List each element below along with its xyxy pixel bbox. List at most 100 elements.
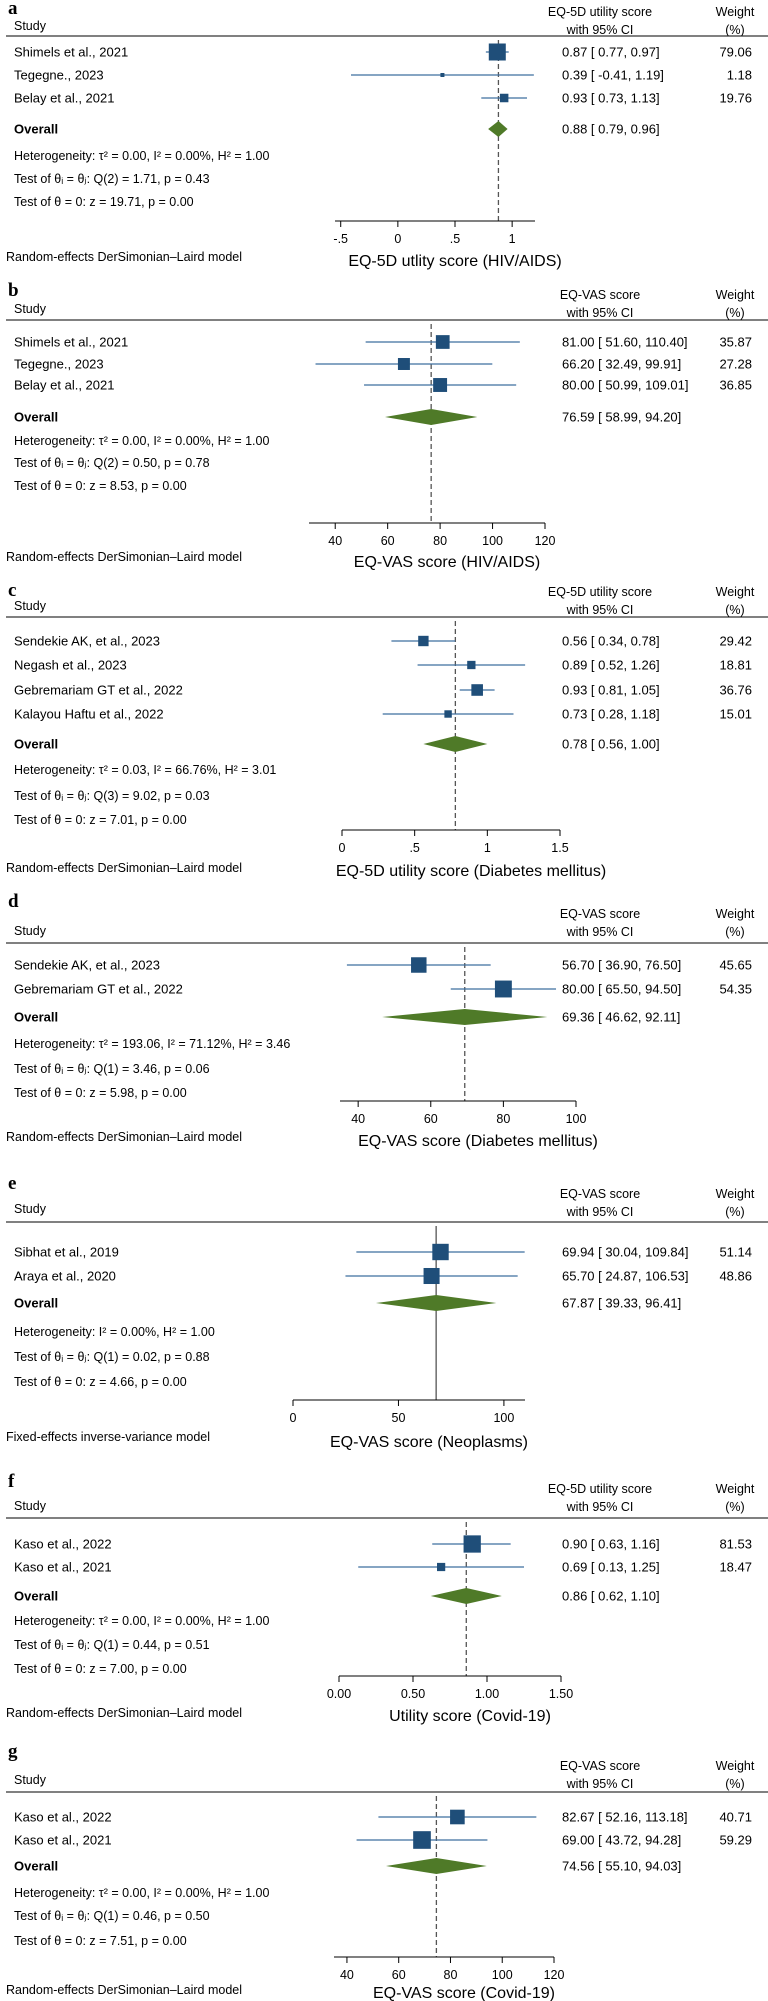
study-estimate-ci: 0.73 [ 0.28, 1.18] [562,707,660,722]
x-axis-title: EQ-VAS score (HIV/AIDS) [354,554,540,571]
pooled-estimate-diamond [423,736,488,752]
study-weight-square [467,660,476,670]
study-name: Tegegne., 2023 [14,357,104,372]
study-estimate-ci: 69.94 [ 30.04, 109.84] [562,1245,689,1260]
study-weight: 18.47 [719,1560,752,1575]
study-name: Araya et al., 2020 [14,1269,116,1284]
study-weight: 45.65 [719,958,752,973]
x-tick-label: .5 [409,841,419,855]
overall-label: Overall [14,1296,58,1311]
weight-column-header: Weight [716,585,755,599]
model-note: Random-effects DerSimonian–Laird model [6,1983,242,1997]
metric-column-header: EQ-VAS score [560,907,640,921]
x-tick-label: 1.50 [549,1687,573,1701]
overall-label: Overall [14,122,58,137]
x-tick-label: 100 [492,1968,513,1982]
study-weight: 79.06 [719,45,752,60]
overall-estimate-ci: 69.36 [ 46.62, 92.11] [562,1010,680,1025]
metric-column-header: EQ-VAS score [560,1759,640,1773]
study-name: Tegegne., 2023 [14,68,104,83]
x-tick-label: 0 [339,841,346,855]
study-column-header: Study [14,924,47,938]
x-axis-title: EQ-5D utlity score (HIV/AIDS) [348,253,561,270]
heterogeneity-stat: Test of θᵢ = θⱼ: Q(2) = 0.50, p = 0.78 [14,456,210,470]
model-note: Random-effects DerSimonian–Laird model [6,1130,242,1144]
study-weight-square [444,710,452,718]
overall-estimate-ci: 0.88 [ 0.79, 0.96] [562,122,660,137]
overall-label: Overall [14,737,58,752]
study-name: Kaso et al., 2021 [14,1833,112,1848]
panel-label: a [8,0,18,19]
study-estimate-ci: 69.00 [ 43.72, 94.28] [562,1833,681,1848]
overall-estimate-ci: 76.59 [ 58.99, 94.20] [562,410,681,425]
weight-column-header: Weight [716,1759,755,1773]
overall-estimate-ci: 0.86 [ 0.62, 1.10] [562,1589,660,1604]
heterogeneity-stat: Test of θᵢ = θⱼ: Q(1) = 0.46, p = 0.50 [14,1909,210,1923]
study-column-header: Study [14,19,47,33]
overall-label: Overall [14,1859,58,1874]
study-column-header: Study [14,1499,47,1513]
x-axis-title: EQ-VAS score (Neoplasms) [330,1434,528,1451]
study-estimate-ci: 82.67 [ 52.16, 113.18] [562,1810,688,1825]
study-estimate-ci: 0.87 [ 0.77, 0.97] [562,45,660,60]
pooled-estimate-diamond [382,1009,548,1025]
x-tick-label: 0.00 [327,1687,351,1701]
pooled-estimate-diamond [488,121,508,137]
panel-label: e [8,1173,16,1194]
metric-column-header: with 95% CI [566,1500,634,1514]
metric-column-header: with 95% CI [566,603,634,617]
study-estimate-ci: 0.56 [ 0.34, 0.78] [562,634,660,649]
x-tick-label: 100 [566,1112,587,1126]
study-column-header: Study [14,302,47,316]
overall-label: Overall [14,1589,58,1604]
weight-column-header: Weight [716,1187,755,1201]
forest-panel-g: g Study EQ-VAS score with 95% CI Weight (%) Ka… [6,1741,768,2001]
study-name: Sibhat et al., 2019 [14,1245,119,1260]
x-tick-label: 0 [394,232,401,246]
study-estimate-ci: 0.93 [ 0.81, 1.05] [562,683,660,698]
forest-panel-e: e Study EQ-VAS score with 95% CI Weight (%) Si… [6,1173,768,1451]
pooled-estimate-diamond [375,1295,497,1311]
study-estimate-ci: 66.20 [ 32.49, 99.91] [562,357,681,372]
panel-label: g [8,1741,18,1762]
heterogeneity-stat: Heterogeneity: I² = 0.00%, H² = 1.00 [14,1325,215,1339]
study-column-header: Study [14,1773,47,1787]
study-name: Belay et al., 2021 [14,91,114,106]
study-weight-square [463,1535,481,1553]
weight-column-header: (%) [725,925,744,939]
study-weight: 1.18 [727,68,752,83]
x-axis-title: Utility score (Covid-19) [389,1708,551,1725]
study-column-header: Study [14,599,47,613]
x-tick-label: 60 [424,1112,438,1126]
x-axis-title: EQ-VAS score (Covid-19) [373,1985,555,2001]
weight-column-header: Weight [716,1482,755,1496]
pooled-estimate-diamond [385,409,478,425]
study-weight-square [488,43,506,61]
metric-column-header: EQ-VAS score [560,1187,640,1201]
x-tick-label: 60 [381,534,395,548]
weight-column-header: (%) [725,1500,744,1514]
x-axis-title: EQ-5D utility score (Diabetes mellitus) [336,863,606,880]
heterogeneity-stat: Test of θᵢ = θⱼ: Q(2) = 1.71, p = 0.43 [14,172,210,186]
weight-column-header: (%) [725,1777,744,1791]
heterogeneity-stat: Test of θ = 0: z = 7.00, p = 0.00 [14,1662,187,1676]
study-weight-square [413,1831,431,1849]
overall-estimate-ci: 67.87 [ 39.33, 96.41] [562,1296,681,1311]
study-weight-square [418,635,429,647]
study-weight: 48.86 [719,1269,752,1284]
x-tick-label: 80 [496,1112,510,1126]
x-axis-title: EQ-VAS score (Diabetes mellitus) [358,1133,598,1150]
study-name: Kaso et al., 2021 [14,1560,112,1575]
overall-label: Overall [14,1010,58,1025]
x-tick-label: 0 [290,1411,297,1425]
study-weight-square [440,73,445,77]
x-tick-label: 120 [535,534,556,548]
heterogeneity-stat: Heterogeneity: τ² = 0.00, I² = 0.00%, H²… [14,1886,269,1900]
heterogeneity-stat: Heterogeneity: τ² = 0.00, I² = 0.00%, H²… [14,434,269,448]
x-tick-label: 40 [351,1112,365,1126]
x-tick-label: 1.5 [551,841,568,855]
metric-column-header: EQ-5D utility score [548,5,652,19]
study-weight-square [499,93,509,103]
pooled-estimate-diamond [386,1858,487,1874]
